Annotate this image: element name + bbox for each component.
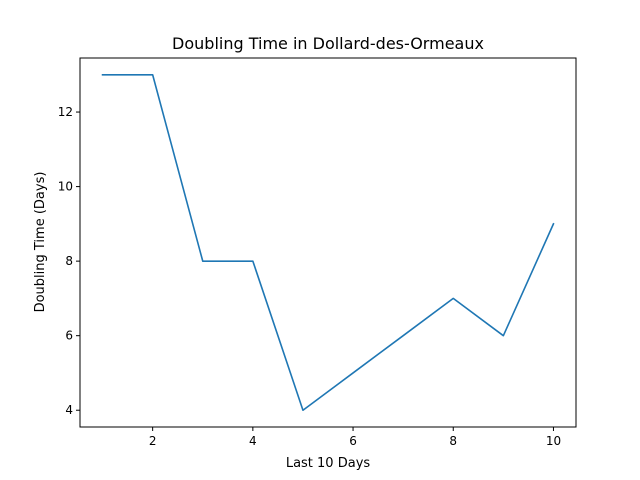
x-tick-label: 6: [349, 434, 357, 448]
x-axis-label: Last 10 Days: [286, 456, 371, 471]
axes-frame: [79, 57, 577, 428]
y-tick-label: 4: [65, 403, 73, 417]
y-tick-label: 10: [58, 180, 73, 194]
chart-title: Doubling Time in Dollard-des-Ormeaux: [172, 34, 484, 53]
y-tick-label: 8: [65, 254, 73, 268]
plot-area: [101, 73, 555, 412]
x-tick-label: 2: [149, 434, 157, 448]
series-line-0: [101, 73, 555, 412]
x-tick-label: 8: [449, 434, 457, 448]
y-tick-label: 6: [65, 329, 73, 343]
y-tick-label: 12: [58, 105, 73, 119]
x-tick-label: 10: [546, 434, 561, 448]
x-tick-label: 4: [249, 434, 257, 448]
y-axis-label: Doubling Time (Days): [33, 172, 48, 313]
